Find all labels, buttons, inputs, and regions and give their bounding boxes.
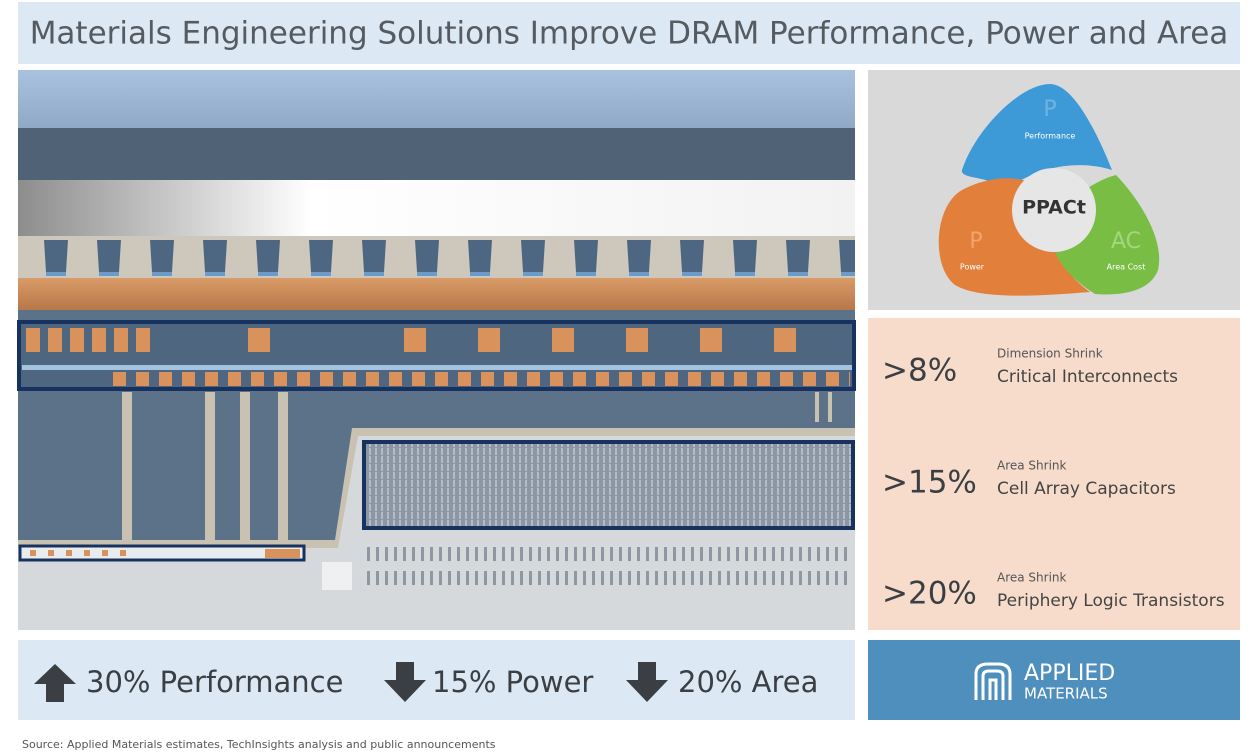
logo-panel [868, 640, 1240, 720]
up-arrow [34, 664, 76, 702]
letter: P [969, 229, 982, 254]
stat-label: Cell Array Capacitors [997, 479, 1176, 499]
ppact-diagram [938, 84, 1160, 296]
down-arrow [384, 662, 426, 702]
logo-text: MATERIALS [1024, 685, 1108, 703]
summary-item: 20% Area [678, 665, 818, 699]
down-arrow [626, 662, 668, 702]
stat-caption: Dimension Shrink [997, 347, 1103, 361]
logo-mark [974, 662, 1012, 700]
label: Performance [1025, 132, 1076, 141]
stat-value: >20% [882, 576, 977, 612]
stat: >20% Area Shrink Periphery Logic Transis… [882, 571, 1225, 612]
stat-caption: Area Shrink [997, 571, 1067, 585]
letter: AC [1111, 229, 1141, 254]
cross-section [17, 70, 856, 630]
stat-caption: Area Shrink [997, 459, 1067, 473]
stat: >8% Dimension Shrink Critical Interconne… [882, 347, 1178, 389]
stat-value: >15% [882, 465, 977, 501]
letter: P [1043, 97, 1056, 122]
source: Source: Applied Materials estimates, Tec… [22, 738, 496, 751]
title-bar [18, 2, 1240, 64]
summary-bar [18, 640, 855, 720]
logo-text: APPLIED [1024, 661, 1115, 686]
label: Area Cost [1107, 263, 1146, 272]
stats-panel [868, 318, 1240, 630]
stat: >15% Area Shrink Cell Array Capacitors [882, 459, 1176, 501]
summary-item: 15% Power [432, 665, 593, 699]
stat-value: >8% [882, 353, 957, 389]
label: Power [960, 263, 985, 272]
stat-label: Periphery Logic Transistors [997, 591, 1225, 611]
summary-item: 30% Performance [86, 665, 343, 699]
stat-label: Critical Interconnects [997, 367, 1178, 387]
ppact-center: PPACt [1022, 197, 1086, 219]
title: Materials Engineering Solutions Improve … [30, 16, 1229, 52]
